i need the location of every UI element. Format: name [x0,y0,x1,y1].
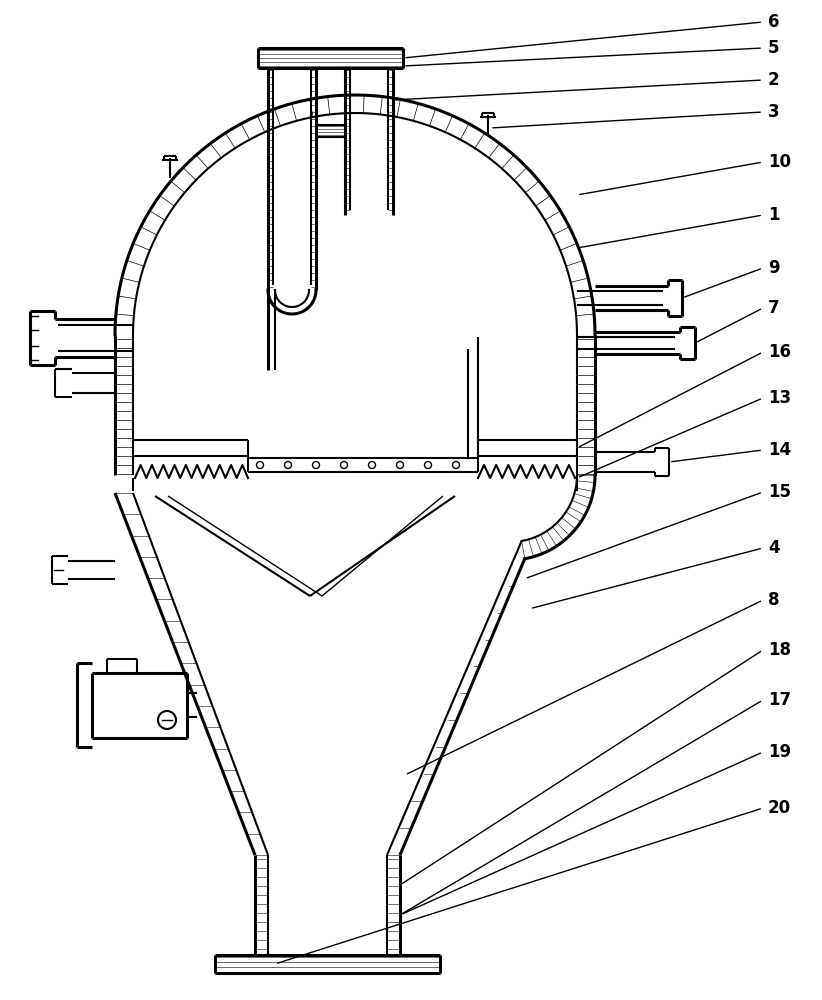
Text: 13: 13 [768,389,791,407]
Text: 19: 19 [768,743,791,761]
Text: 17: 17 [768,691,791,709]
Text: 7: 7 [768,299,779,317]
Text: 14: 14 [768,441,791,459]
Text: 10: 10 [768,153,791,171]
Text: 2: 2 [768,71,779,89]
Text: 4: 4 [768,539,779,557]
Text: 9: 9 [768,259,779,277]
Text: 16: 16 [768,343,791,361]
Text: 3: 3 [768,103,779,121]
Text: 5: 5 [768,39,779,57]
Text: 1: 1 [768,206,779,224]
Text: 8: 8 [768,591,779,609]
Text: 6: 6 [768,13,779,31]
Text: 18: 18 [768,641,791,659]
Text: 15: 15 [768,483,791,501]
Text: 20: 20 [768,799,791,817]
